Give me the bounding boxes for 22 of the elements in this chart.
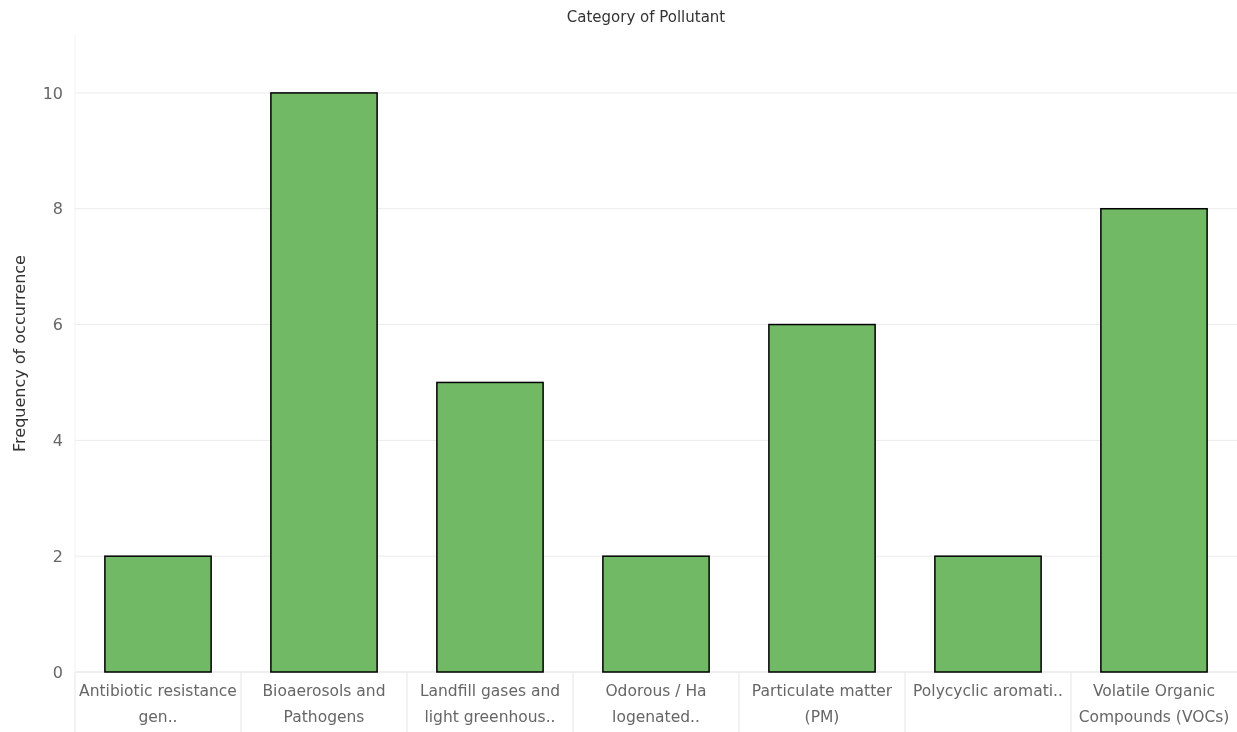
- x-tick-label: Landfill gases and light greenhous..: [419, 682, 561, 726]
- y-tick-label: 4: [52, 430, 63, 450]
- y-axis-title: Frequency of occurrence: [10, 255, 29, 452]
- y-tick-label: 8: [52, 199, 63, 219]
- x-tick-label: Polycyclic aromati..: [913, 682, 1063, 700]
- bar: [768, 323, 876, 673]
- bar: [270, 92, 378, 673]
- x-tick-label: Odorous / Ha logenated..: [605, 682, 707, 726]
- y-tick-label: 6: [52, 315, 63, 335]
- bar: [602, 555, 710, 673]
- chart-title: Category of Pollutant: [566, 8, 726, 26]
- x-tick-label: Particulate matter (PM): [751, 682, 893, 726]
- bar: [1100, 207, 1208, 673]
- bar: [934, 555, 1042, 673]
- bar: [436, 381, 544, 673]
- bar: [104, 555, 212, 673]
- x-tick-label: Bioaerosols and Pathogens: [262, 682, 386, 726]
- x-tick-label: Antibiotic resistance gen..: [79, 682, 237, 726]
- y-tick-label: 2: [52, 546, 63, 566]
- x-tick-label: Volatile Organic Compounds (VOCs): [1078, 682, 1230, 726]
- y-tick-label: 10: [42, 83, 63, 103]
- y-tick-label: 0: [52, 662, 63, 682]
